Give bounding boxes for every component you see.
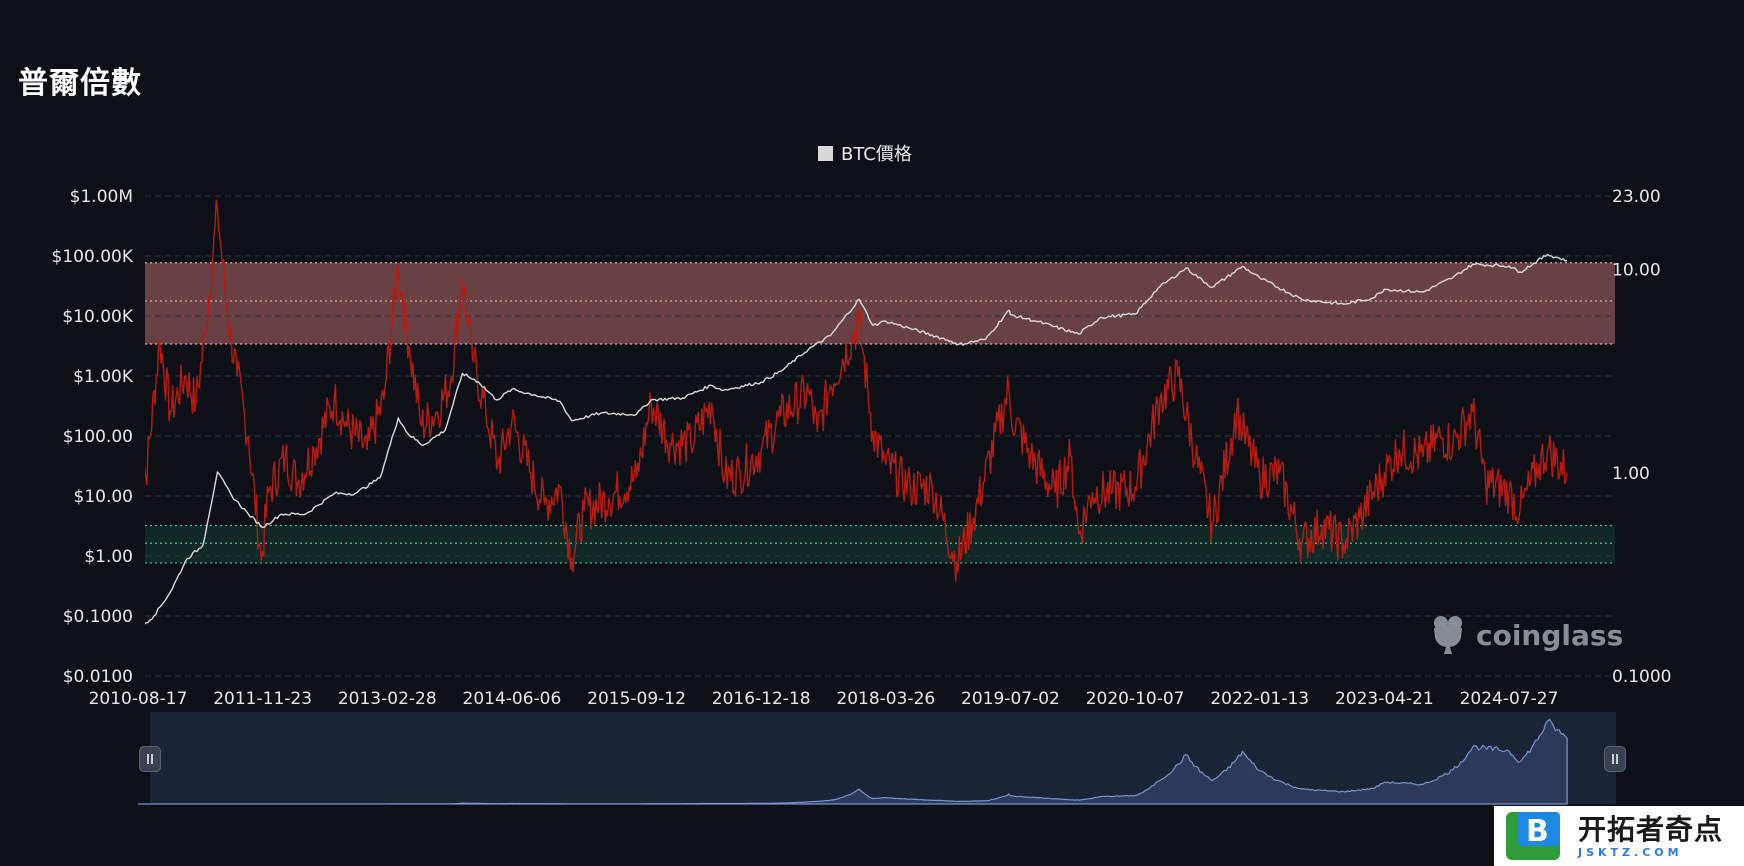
badge-title: 开拓者奇点 <box>1578 812 1724 846</box>
band-layer <box>145 262 1615 564</box>
coinglass-watermark: coinglass <box>1428 614 1623 656</box>
series-line-btc-price <box>145 253 1568 625</box>
y-left-tick-label: $1.00 <box>84 547 133 567</box>
navigator-right-handle[interactable] <box>1604 746 1626 772</box>
x-tick-label: 2023-04-21 <box>1335 689 1434 709</box>
badge-subtitle: JSKTZ.COM <box>1578 845 1683 859</box>
x-tick-label: 2015-09-12 <box>587 689 686 709</box>
site-badge[interactable]: B 开拓者奇点 JSKTZ.COM <box>1494 806 1744 866</box>
navigator-left-handle[interactable] <box>139 746 161 772</box>
y-left-tick-label: $1.00K <box>73 367 134 387</box>
coinglass-frog-icon <box>1434 616 1462 654</box>
x-tick-label: 2022-01-13 <box>1210 689 1309 709</box>
navigator[interactable] <box>138 712 1616 805</box>
grip-icon <box>147 754 153 764</box>
x-tick-label: 2020-10-07 <box>1086 689 1185 709</box>
y-left-tick-label: $0.0100 <box>63 667 133 687</box>
band-oversold <box>145 525 1615 563</box>
y-right-tick-label: 23.00 <box>1612 187 1661 207</box>
y-left-tick-label: $10.00 <box>74 487 133 507</box>
y-left-tick-label: $0.1000 <box>63 607 133 627</box>
series-layer <box>145 199 1568 625</box>
y-left-tick-label: $100.00K <box>52 247 134 267</box>
legend-swatch <box>818 145 833 161</box>
x-tick-label: 2014-06-06 <box>463 689 562 709</box>
x-tick-label: 2011-11-23 <box>213 689 312 709</box>
legend-label: BTC價格 <box>841 144 912 165</box>
grid-layer <box>145 195 1615 677</box>
navigator-area <box>138 718 1568 805</box>
x-tick-label: 2018-03-26 <box>836 689 935 709</box>
x-tick-label: 2024-07-27 <box>1460 689 1559 709</box>
svg-text:B: B <box>1526 814 1549 849</box>
x-tick-label: 2019-07-02 <box>961 689 1060 709</box>
b-letter-logo-icon: B <box>1506 812 1560 860</box>
y-left-tick-label: $100.00 <box>63 427 133 447</box>
x-tick-label: 2016-12-18 <box>712 689 811 709</box>
y-right-tick-label: 1.00 <box>1612 464 1650 484</box>
watermark-text: coinglass <box>1476 618 1624 652</box>
band-overbought <box>145 262 1615 345</box>
series-line-mayer-multiple <box>145 199 1568 582</box>
page-title: 普爾倍數 <box>18 66 142 101</box>
y-right-tick-label: 0.1000 <box>1612 667 1671 687</box>
y-left-tick-label: $1.00M <box>70 187 133 207</box>
x-tick-label: 2013-02-28 <box>338 689 437 709</box>
legend-item-btc-price[interactable]: BTC價格 <box>818 140 912 166</box>
x-tick-label: 2010-08-17 <box>89 689 188 709</box>
axis-layer: $0.0100 $0.1000 $1.00 $10.00 $100.00 $1.00K $1… <box>52 187 1672 709</box>
y-left-tick-label: $10.00K <box>62 307 133 327</box>
y-right-tick-label: 10.00 <box>1612 261 1661 281</box>
grip-icon <box>1612 754 1618 764</box>
